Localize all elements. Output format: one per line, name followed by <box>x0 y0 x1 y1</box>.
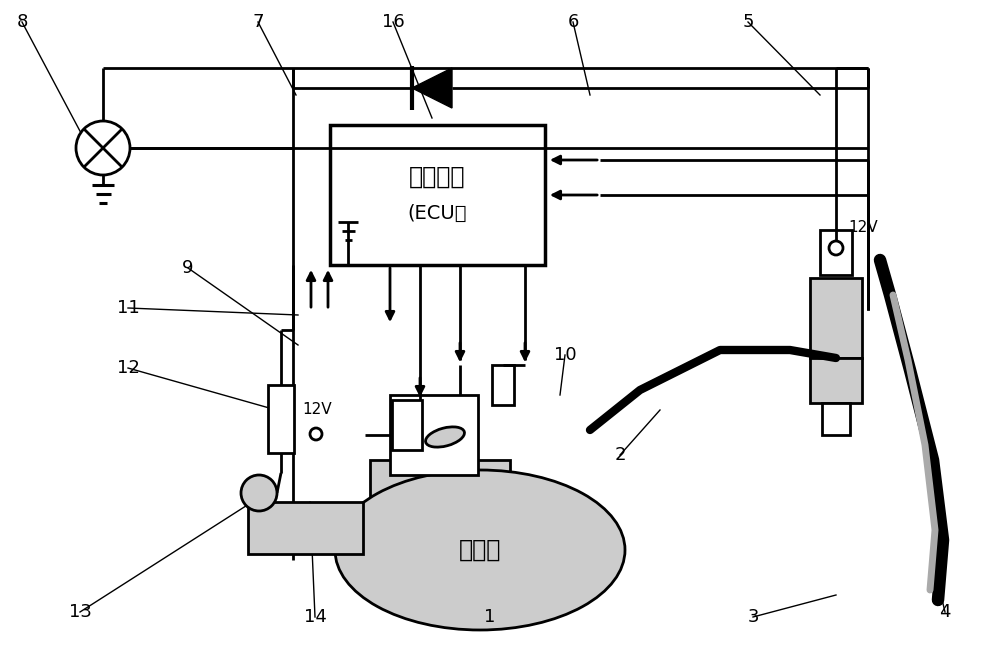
Bar <box>248 502 363 554</box>
Circle shape <box>829 241 843 255</box>
Bar <box>492 365 514 405</box>
Text: 4: 4 <box>939 603 951 621</box>
Bar <box>370 460 510 540</box>
Bar <box>822 403 850 435</box>
Text: 3: 3 <box>747 608 759 626</box>
Bar <box>390 395 478 475</box>
Bar <box>268 385 294 453</box>
Text: 6: 6 <box>567 13 579 31</box>
Circle shape <box>310 428 322 440</box>
Text: 12V: 12V <box>848 220 878 236</box>
Bar <box>392 400 422 450</box>
Text: 12: 12 <box>117 359 139 377</box>
Bar <box>810 358 862 403</box>
Text: 2: 2 <box>614 446 626 464</box>
Text: 7: 7 <box>252 13 264 31</box>
Text: 5: 5 <box>742 13 754 31</box>
Text: 电控单元: 电控单元 <box>409 165 466 189</box>
Circle shape <box>76 121 130 175</box>
Polygon shape <box>412 68 452 108</box>
Ellipse shape <box>335 470 625 630</box>
Text: 1: 1 <box>484 608 496 626</box>
Text: (ECU）: (ECU） <box>408 203 467 222</box>
Ellipse shape <box>426 427 464 447</box>
Bar <box>820 230 852 275</box>
Bar <box>810 278 862 358</box>
Text: 16: 16 <box>382 13 404 31</box>
Text: 9: 9 <box>182 259 194 277</box>
Text: 13: 13 <box>69 603 91 621</box>
Text: 发动机: 发动机 <box>459 538 501 562</box>
Text: 14: 14 <box>304 608 326 626</box>
Text: 12V: 12V <box>302 402 332 417</box>
Text: 10: 10 <box>554 346 576 364</box>
Circle shape <box>241 475 277 511</box>
Bar <box>330 125 545 265</box>
Text: 8: 8 <box>16 13 28 31</box>
Text: 11: 11 <box>117 299 139 317</box>
